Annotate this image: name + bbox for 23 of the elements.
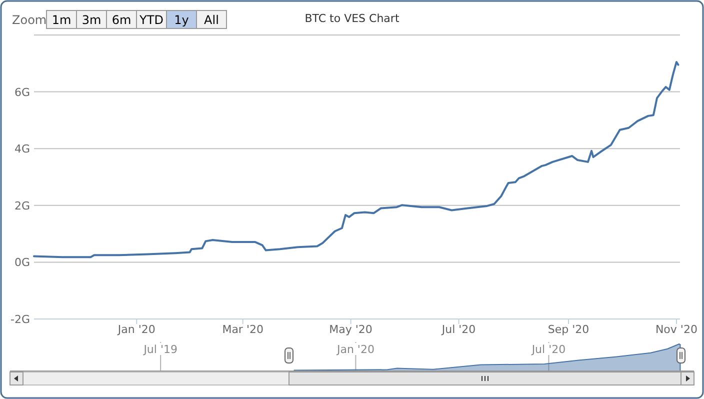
range-button: 1y <box>166 10 197 29</box>
range-button: YTD <box>136 10 167 29</box>
x-tick-label: Sep '20 <box>548 323 590 336</box>
x-tick-label: May '20 <box>329 323 372 336</box>
y-tick-label: 0G <box>14 256 30 270</box>
x-tick-label: Jul '20 <box>440 323 476 336</box>
range-button: All <box>196 10 227 29</box>
y-tick-label: 2G <box>14 199 30 212</box>
y-tick-label: -2G <box>10 313 30 326</box>
x-tick-label: Jan '20 <box>336 343 374 356</box>
range-button: 6m <box>106 10 137 29</box>
y-tick-label: 4G <box>14 142 30 156</box>
x-tick-label: Mar '20 <box>222 323 264 336</box>
line-series <box>33 60 680 258</box>
text: Zoom <box>12 13 47 27</box>
chart-title: BTC to VES Chart <box>304 12 400 25</box>
x-tick-label: Nov '20 <box>655 323 698 336</box>
x-tick-label: Jul '19 <box>142 343 178 356</box>
x-tick-label: Jan '20 <box>116 323 156 336</box>
x-tick-label: Jul '20 <box>530 343 566 356</box>
range-button: 3m <box>76 10 107 29</box>
y-tick-label: 6G <box>14 86 30 99</box>
range-button: 1m <box>46 10 77 29</box>
